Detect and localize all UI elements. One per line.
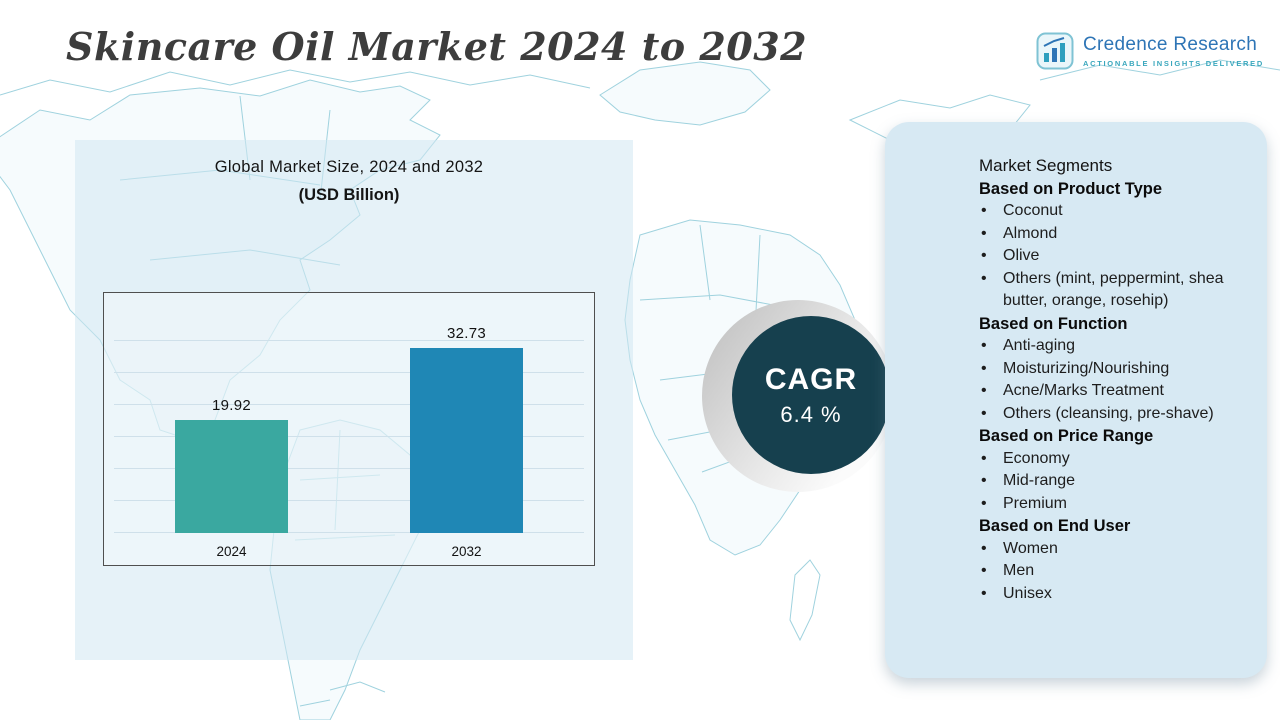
segment-heading: Based on End User xyxy=(979,517,1131,535)
cagr-label: CAGR xyxy=(764,362,858,396)
segments-title: Market Segments xyxy=(979,156,1113,175)
segment-item: Acne/Marks Treatment xyxy=(979,380,1229,403)
bar-2024 xyxy=(175,420,288,533)
segment-item: Anti-aging xyxy=(979,335,1229,358)
logo-name: Credence Research xyxy=(1083,34,1258,55)
segment-heading: Based on Product Type xyxy=(979,179,1163,198)
bar-2032 xyxy=(410,348,523,533)
logo: Credence Research ACTIONABLE INSIGHTS DE… xyxy=(1036,32,1264,70)
segment-item: Coconut xyxy=(979,200,1229,223)
page-title: Skincare Oil Market 2024 to 2032 xyxy=(66,24,808,69)
market-size-bar-chart: 19.92 32.73 2024 2032 xyxy=(103,292,595,566)
segment-item: Unisex xyxy=(979,583,1229,606)
market-segments-panel: Market Segments Based on Product Type Co… xyxy=(885,122,1267,678)
segment-item: Men xyxy=(979,560,1229,583)
segment-group-product-type: Based on Product Type Coconut Almond Oli… xyxy=(979,178,1229,313)
bar-group-2032: 32.73 xyxy=(410,325,523,533)
cagr-badge: CAGR 6.4 % xyxy=(702,300,894,492)
segment-group-function: Based on Function Anti-aging Moisturizin… xyxy=(979,313,1229,426)
segment-group-end-user: Based on End User Women Men Unisex xyxy=(979,515,1229,605)
segment-item: Others (cleansing, pre-shave) xyxy=(979,403,1229,426)
x-label-2024: 2024 xyxy=(216,544,247,559)
x-label-2032: 2032 xyxy=(451,544,482,559)
chart-title: Global Market Size, 2024 and 2032 (USD B… xyxy=(103,158,595,205)
segment-group-price-range: Based on Price Range Economy Mid-range P… xyxy=(979,425,1229,515)
bar-value-2032: 32.73 xyxy=(446,325,487,342)
x-axis-labels: 2024 2032 xyxy=(114,544,584,559)
segment-item: Women xyxy=(979,538,1229,561)
logo-icon xyxy=(1036,32,1074,70)
segment-item: Almond xyxy=(979,223,1229,246)
segment-item: Others (mint, peppermint, shea butter, o… xyxy=(979,268,1229,313)
bar-group-2024: 19.92 xyxy=(175,397,288,533)
logo-tagline: ACTIONABLE INSIGHTS DELIVERED xyxy=(1083,59,1264,68)
chart-title-line2: (USD Billion) xyxy=(298,186,400,204)
segment-item: Moisturizing/Nourishing xyxy=(979,358,1229,381)
chart-title-line1: Global Market Size, 2024 and 2032 xyxy=(214,158,484,176)
chart-plot-area: 19.92 32.73 xyxy=(114,309,584,533)
cagr-value: 6.4 % xyxy=(780,401,842,427)
segment-heading: Based on Price Range xyxy=(979,427,1154,445)
segment-item: Economy xyxy=(979,448,1229,471)
segment-item: Olive xyxy=(979,245,1229,268)
segment-heading: Based on Function xyxy=(979,314,1128,333)
bar-value-2024: 19.92 xyxy=(211,397,252,414)
segment-item: Mid-range xyxy=(979,470,1229,493)
segment-item: Premium xyxy=(979,493,1229,516)
cagr-circle: CAGR 6.4 % xyxy=(732,316,890,474)
